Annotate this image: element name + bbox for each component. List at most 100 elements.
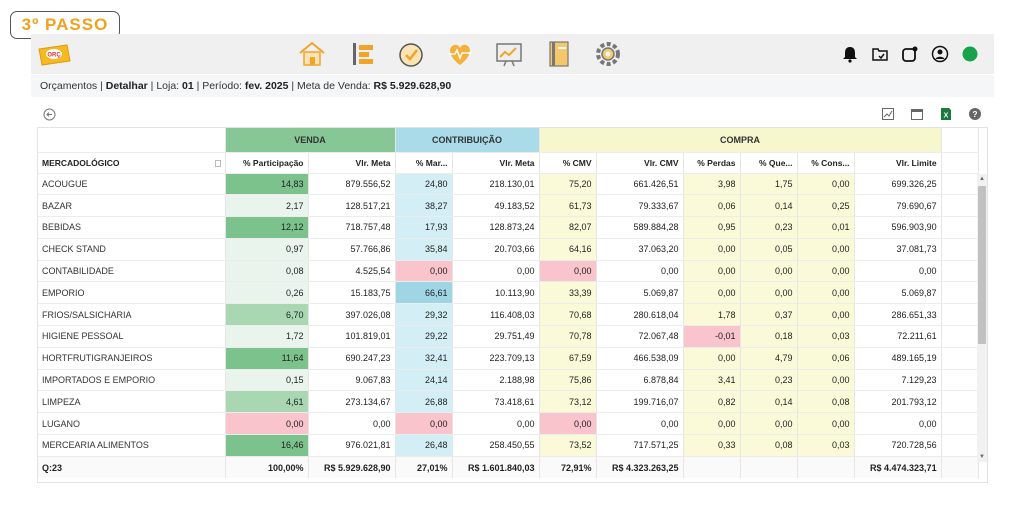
settings-gear-icon[interactable] [593,39,623,69]
list-icon[interactable] [349,39,379,69]
cell-vlr-limite: 72.211,61 [854,325,942,348]
cell-venda-vlr-meta: 690.247,23 [308,347,396,370]
column-header-mercadologico[interactable]: MERCADOLÓGICO [38,152,226,174]
cell-vlr-limite: 37.081,73 [854,238,942,261]
vertical-scrollbar[interactable]: ▲ ▼ [977,174,987,462]
table-row[interactable]: BAZAR 2,17 128.517,21 38,27 49.183,52 61,73 79… [38,194,979,218]
cell-consumo: 0,00 [797,238,855,261]
bell-icon[interactable] [841,45,859,63]
group-contribuicao: CONTRIBUIÇÃO [395,128,540,153]
cell-margem: 26,48 [395,434,453,457]
table-row[interactable]: IMPORTADOS E EMPORIO 0,15 9.067,83 24,14 2.1… [38,369,979,392]
home-icon[interactable] [297,39,327,69]
column-header-quebras[interactable]: % Que... [740,152,798,174]
scroll-down-icon[interactable]: ▼ [979,454,985,460]
cell-quebras: 0,08 [740,434,798,457]
back-arrow-icon[interactable] [43,108,56,121]
cell-mercadologico: MERCEARIA ALIMENTOS [38,434,226,457]
breadcrumb-page: Detalhar [105,80,148,92]
cell-cmv: 73,12 [539,390,597,414]
table-row[interactable]: ACOUGUE 14,83 879.556,52 24,80 218.130,01 75,… [38,173,979,196]
cell-venda-vlr-meta: 273.134,67 [308,390,396,414]
cell-cmv: 75,20 [539,173,597,196]
cell-quebras: 0,23 [740,216,798,239]
calendar-icon[interactable] [910,107,924,121]
app-logo[interactable]: ORÇ [37,43,71,67]
excel-export-icon[interactable]: X [939,107,953,121]
scroll-up-icon[interactable]: ▲ [979,176,985,182]
column-header-row: MERCADOLÓGICO% Participação Vlr. Meta% Ma… [38,152,979,174]
cell-consumo: 0,25 [797,194,855,218]
breadcrumb-section[interactable]: Orçamentos [40,80,98,92]
cell-margem: 32,41 [395,347,453,370]
cell-perdas: 3,41 [683,369,741,392]
table-row[interactable]: LIMPEZA 4,61 273.134,67 26,88 73.418,61 73,12… [38,390,979,414]
cell-consumo: 0,06 [797,347,855,370]
column-header-contrib-vlr-meta[interactable]: Vlr. Meta [452,152,540,174]
table-row[interactable]: HORTFRUTIGRANJEIROS 11,64 690.247,23 32,41 2… [38,347,979,370]
cell-participacao: 0,97 [225,238,309,261]
cell-perdas: 0,82 [683,390,741,414]
user-profile-icon[interactable] [931,45,949,63]
column-header-venda-vlr-meta[interactable]: Vlr. Meta [308,152,396,174]
total-quebras [740,456,798,479]
cell-contrib-vlr-meta: 128.873,24 [452,216,540,239]
cell-perdas: 0,00 [683,281,741,305]
notebook-icon[interactable] [544,39,574,69]
cell-contrib-vlr-meta: 20.703,66 [452,238,540,261]
cell-perdas: -0,01 [683,325,741,348]
column-header-consumo[interactable]: % Cons... [797,152,855,174]
column-header-vlr-cmv[interactable]: Vlr. CMV [596,152,684,174]
column-header-vlr-limite[interactable]: Vlr. Limite [854,152,942,174]
table-row[interactable]: LUGANO 0,00 0,00 0,00 0,00 0,00 0,00 0,00 0,00 0,… [38,412,979,436]
table-row[interactable]: CHECK STAND 0,97 57.766,86 35,84 20.703,66 64… [38,238,979,261]
column-header-margem[interactable]: % Mar... [395,152,453,174]
cell-vlr-limite: 5.069,87 [854,281,942,305]
table-row[interactable]: EMPORIO 0,26 15.183,75 66,61 10.113,90 33,39 5… [38,281,979,305]
cell-vlr-limite: 79.690,67 [854,194,942,218]
table-row[interactable]: HIGIENE PESSOAL 1,72 101.819,01 29,22 29.751… [38,325,979,348]
cell-participacao: 0,00 [225,412,309,436]
cell-perdas: 1,78 [683,303,741,327]
cell-cmv: 70,78 [539,325,597,348]
health-heart-icon[interactable] [445,39,475,69]
sales-goal-value: R$ 5.929.628,90 [373,80,452,92]
cell-margem: 24,80 [395,173,453,196]
group-header-row: VENDA CONTRIBUIÇÃO COMPRA [38,128,979,153]
help-icon[interactable]: ? [968,107,982,121]
notification-square-icon[interactable] [901,45,919,63]
cell-perdas: 0,00 [683,347,741,370]
scrollbar-thumb[interactable] [978,186,986,344]
column-header-perdas[interactable]: % Perdas [683,152,741,174]
table-row[interactable]: FRIOS/SALSICHARIA 6,70 397.026,08 29,32 116.… [38,303,979,327]
check-clock-icon[interactable] [396,39,426,69]
cell-mercadologico: IMPORTADOS E EMPORIO [38,369,226,392]
cell-consumo: 0,00 [797,173,855,196]
cell-mercadologico: CONTABILIDADE [38,260,226,283]
total-perdas [683,456,741,479]
total-margem: 27,01% [395,456,453,479]
chart-view-icon[interactable] [881,107,895,121]
table-row[interactable]: BEBIDAS 12,12 718.757,48 17,93 128.873,24 82,… [38,216,979,239]
cell-consumo: 0,03 [797,325,855,348]
total-cmv: 72,91% [539,456,597,479]
cell-contrib-vlr-meta: 29.751,49 [452,325,540,348]
cell-contrib-vlr-meta: 10.113,90 [452,281,540,305]
column-header-participacao[interactable]: % Participação [225,152,309,174]
period-value: fev. 2025 [244,80,289,92]
table-row[interactable]: CONTABILIDADE 0,08 4.525,54 0,00 0,00 0,00 0,0… [38,260,979,283]
cell-participacao: 16,46 [225,434,309,457]
column-menu-icon[interactable] [214,159,221,167]
cell-vlr-limite: 0,00 [854,260,942,283]
cell-mercadologico: CHECK STAND [38,238,226,261]
chart-board-icon[interactable] [494,39,524,69]
cell-participacao: 14,83 [225,173,309,196]
cell-participacao: 11,64 [225,347,309,370]
column-header-cmv[interactable]: % CMV [539,152,597,174]
cell-margem: 17,93 [395,216,453,239]
top-navigation-bar: ORÇ [31,34,994,74]
cell-perdas: 0,00 [683,238,741,261]
folder-check-icon[interactable] [871,45,889,63]
cell-quebras: 0,00 [740,412,798,436]
table-row[interactable]: MERCEARIA ALIMENTOS 16,46 976.021,81 26,48 2… [38,434,979,457]
